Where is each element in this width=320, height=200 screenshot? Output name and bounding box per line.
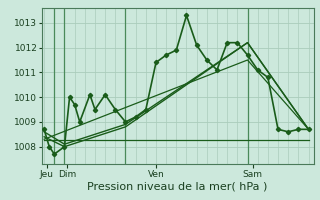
X-axis label: Pression niveau de la mer( hPa ): Pression niveau de la mer( hPa ) (87, 181, 268, 191)
